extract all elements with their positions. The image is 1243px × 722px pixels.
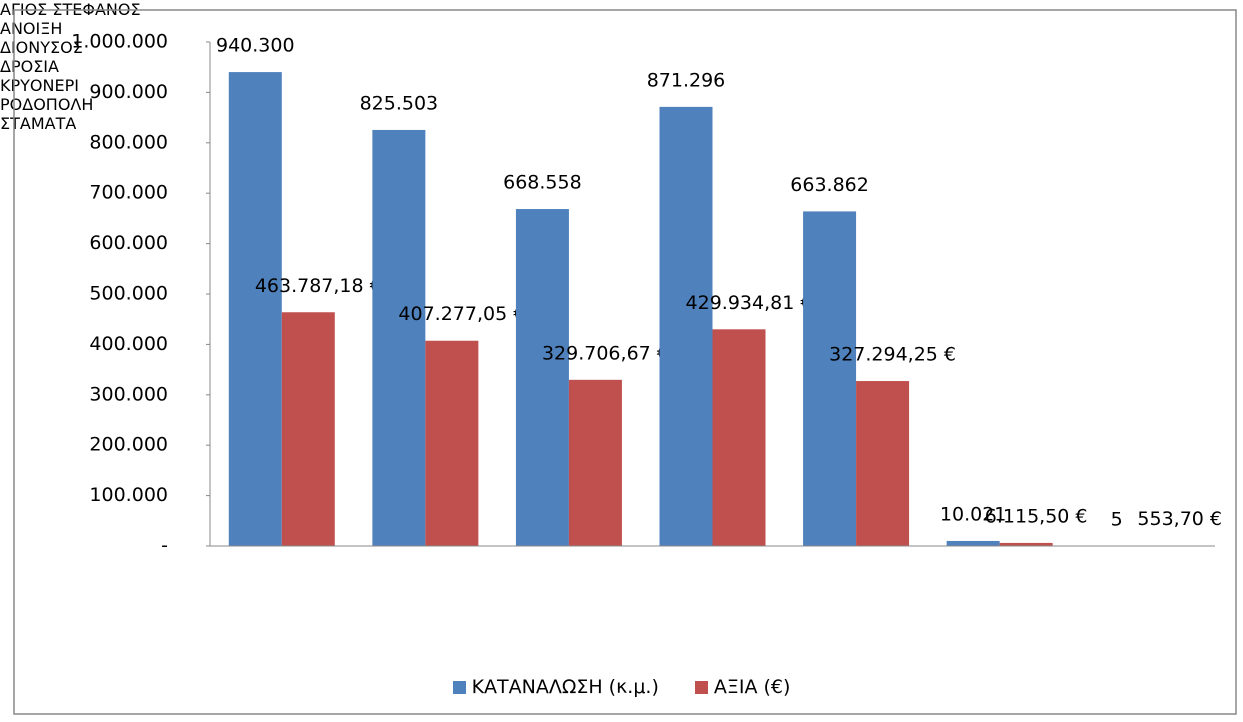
bar: [856, 381, 910, 546]
data-label: 463.787,18 €: [255, 275, 382, 297]
bar: [712, 329, 766, 546]
bar: [372, 129, 426, 547]
x-tick-label: ΣΤΑΜΑΤΑ: [0, 114, 77, 133]
x-tick-label: ΑΝΟΙΞΗ: [0, 19, 63, 38]
x-tick-label: ΚΡΥΟΝΕΡΙ: [0, 76, 79, 95]
y-tick-label: 200.000: [89, 434, 168, 456]
legend-swatch: [694, 680, 708, 694]
bar: [228, 72, 282, 546]
legend-label: ΚΑΤΑΝΑΛΩΣΗ (κ.μ.): [471, 676, 659, 698]
x-tick-label: ΔΙΟΝΥΣΟΣ: [0, 38, 83, 57]
y-tick-label: 300.000: [89, 383, 168, 405]
data-label: 871.296: [647, 69, 726, 91]
legend: ΚΑΤΑΝΑΛΩΣΗ (κ.μ.) ΑΞΙΑ (€): [0, 676, 1243, 699]
y-tick-label: 700.000: [89, 182, 168, 204]
chart-frame: [13, 9, 1237, 715]
bar: [999, 542, 1053, 546]
data-label: 407.277,05 €: [398, 303, 525, 325]
data-label: 327.294,25 €: [829, 344, 956, 366]
data-label: 329.706,67 €: [542, 342, 669, 364]
data-label: 940.300: [216, 35, 295, 57]
legend-item: ΑΞΙΑ (€): [694, 676, 791, 698]
bar: [515, 209, 569, 547]
y-tick-label: -: [161, 535, 168, 557]
bar: [659, 106, 713, 546]
data-label: 825.503: [360, 92, 439, 114]
y-tick-label: 800.000: [89, 131, 168, 153]
bar: [568, 379, 622, 546]
bar: [281, 312, 335, 546]
bar: [425, 340, 479, 546]
data-label: 429.934,81 €: [686, 292, 813, 314]
data-label: 553,70 €: [1137, 508, 1222, 530]
data-label: 6.115,50 €: [985, 505, 1088, 527]
y-tick-label: 1.000.000: [71, 31, 168, 53]
legend-label: ΑΞΙΑ (€): [713, 676, 791, 698]
x-tick-label: ΡΟΔΟΠΟΛΗ: [0, 95, 94, 114]
data-label: 668.558: [503, 172, 582, 194]
data-label: 663.862: [790, 174, 869, 196]
y-tick-label: 100.000: [89, 484, 168, 506]
y-tick-label: 900.000: [89, 81, 168, 103]
legend-item: ΚΑΤΑΝΑΛΩΣΗ (κ.μ.): [452, 676, 659, 698]
bar: [803, 211, 857, 546]
y-tick-label: 400.000: [89, 333, 168, 355]
legend-swatch: [452, 680, 466, 694]
data-label: 5: [1111, 508, 1123, 530]
bar: [946, 540, 1000, 546]
y-tick-label: 600.000: [89, 232, 168, 254]
data-label: 10.021: [940, 503, 1006, 525]
y-tick-label: 500.000: [89, 283, 168, 305]
